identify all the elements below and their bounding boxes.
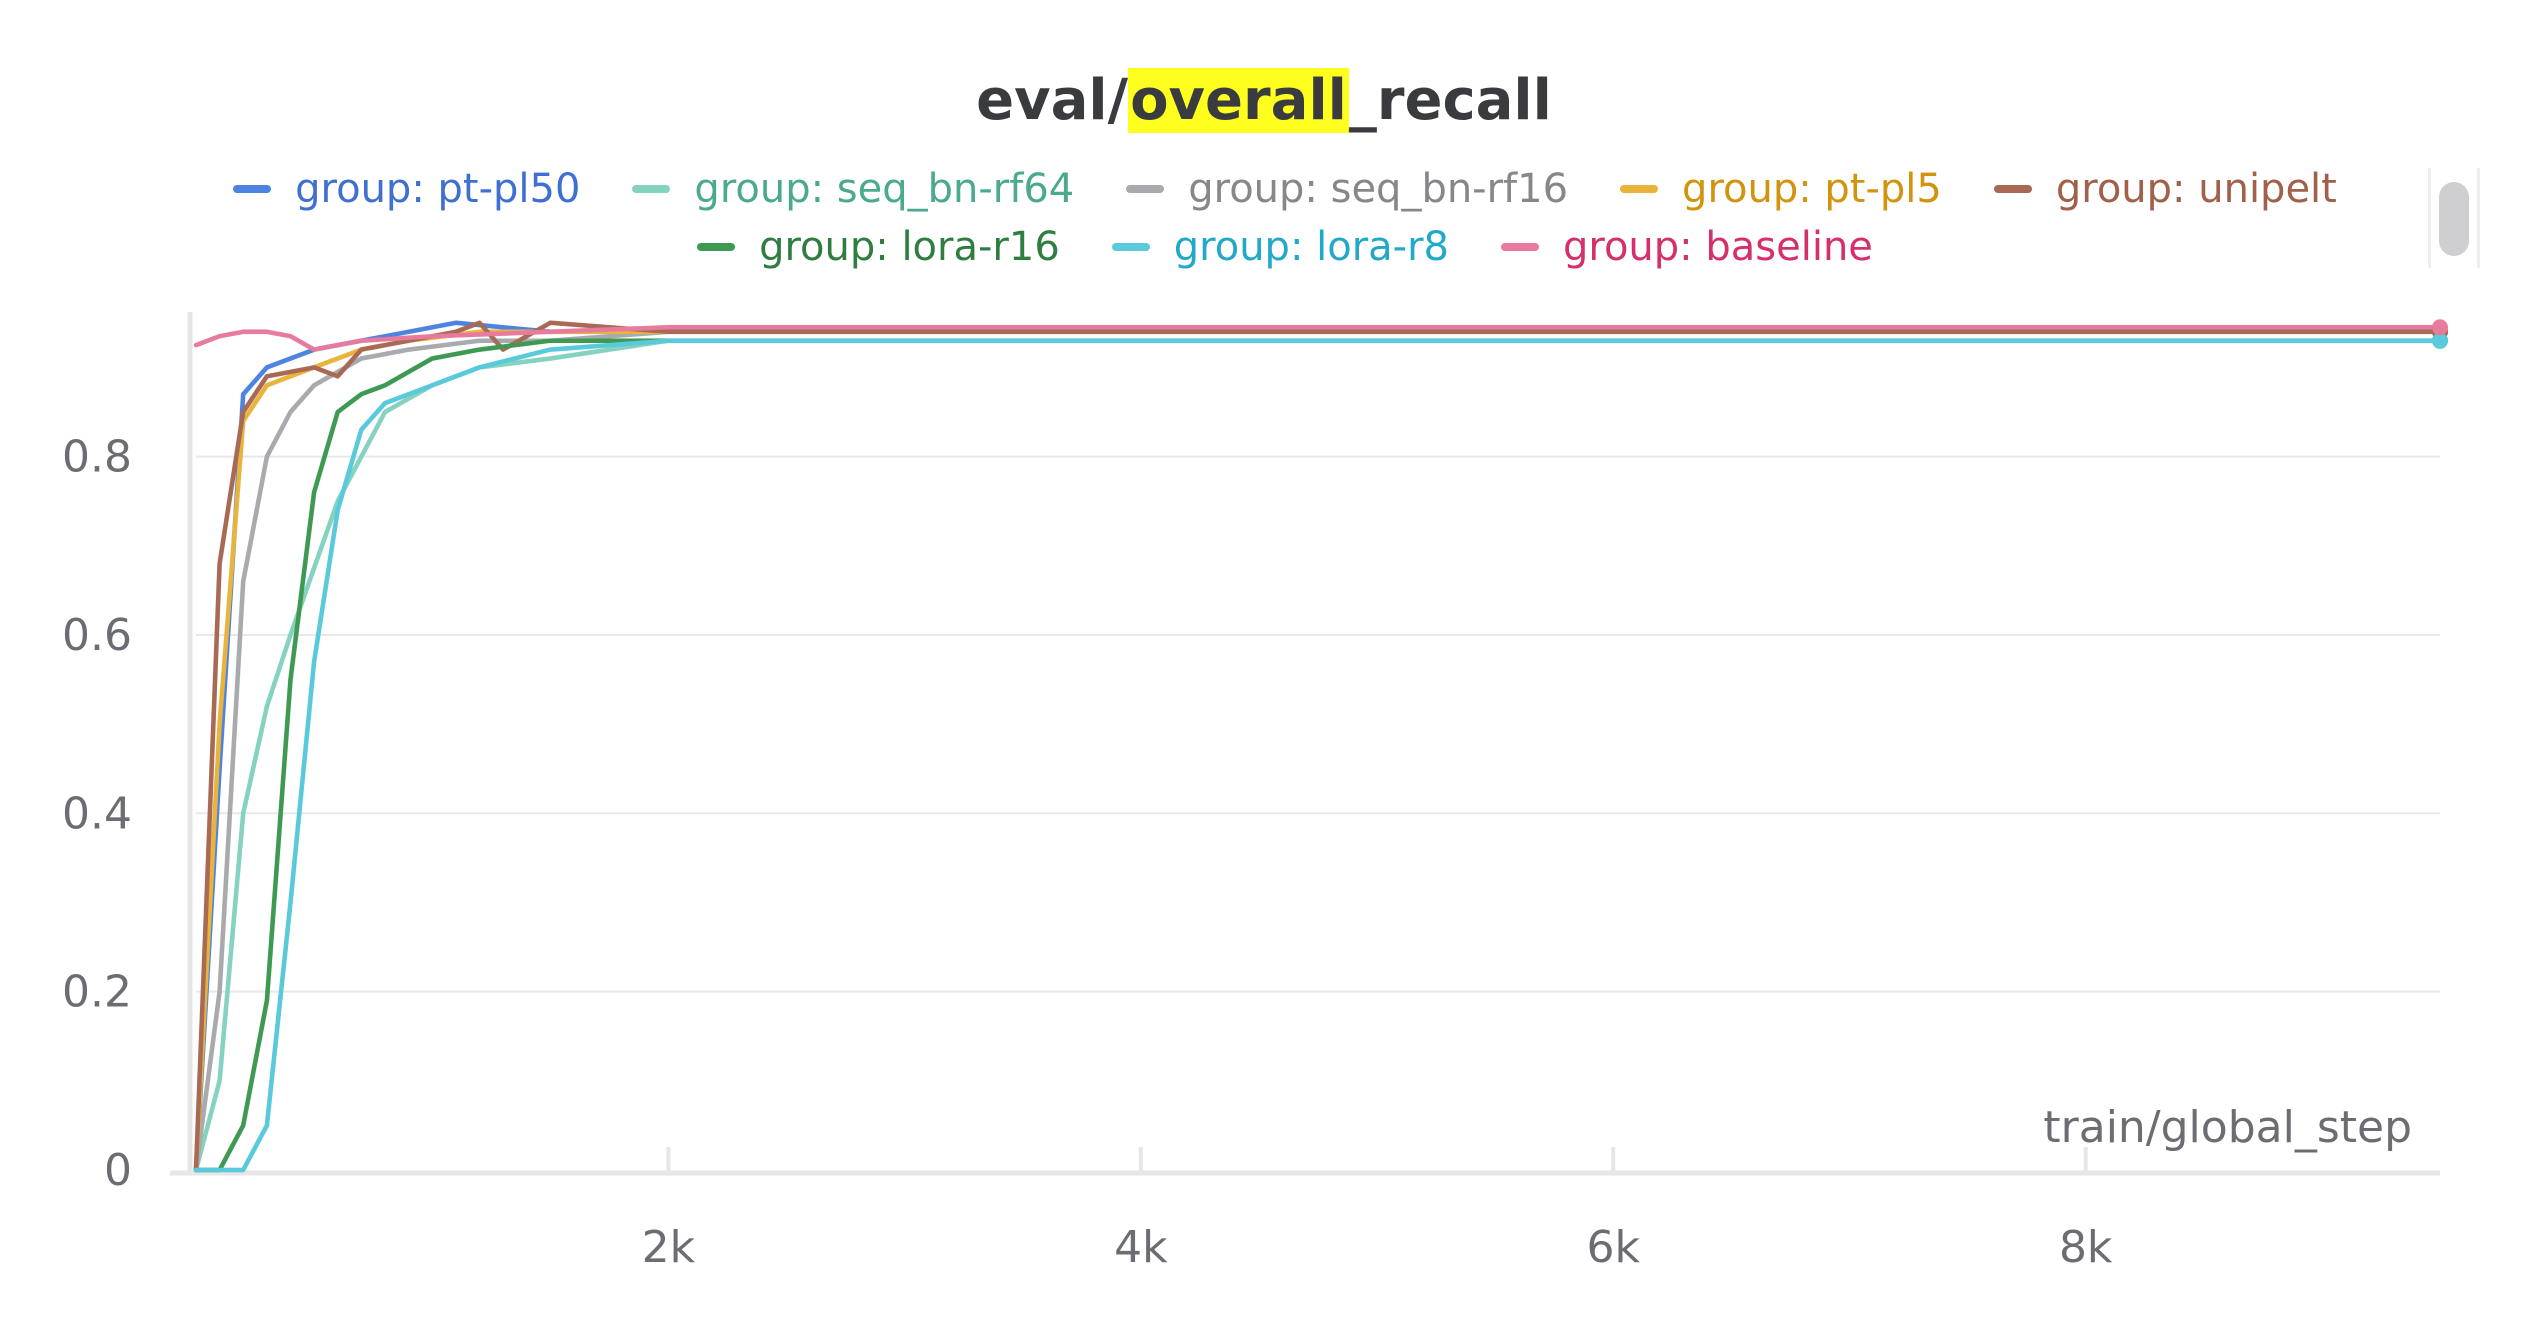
legend-scrollbar[interactable] <box>2428 168 2480 268</box>
chart-title-highlight: overall <box>1128 68 1349 133</box>
legend-row: group: lora-r16 group: lora-r8 group: base… <box>170 218 2400 276</box>
series-line-1[interactable] <box>193 338 2443 1173</box>
y-tick-label: 0.8 <box>62 432 132 483</box>
legend-swatch <box>1620 185 1659 193</box>
legend-label: group: pt-pl5 <box>1682 166 1942 212</box>
series-line-5[interactable] <box>193 338 2443 1173</box>
x-tick-label: 4k <box>1114 1222 1168 1273</box>
x-tick-label: 8k <box>2059 1222 2113 1273</box>
series-band <box>196 338 2440 1173</box>
series-line-7[interactable] <box>193 325 2443 352</box>
series-band <box>193 320 2440 1171</box>
legend-swatch <box>1501 243 1539 251</box>
legend-item[interactable]: group: unipelt <box>1993 166 2337 212</box>
axis-labels: 0 0.2 0.4 0.6 0.8 2k 4k 6k 8k train/global_step <box>62 432 2412 1273</box>
legend-swatch <box>697 243 736 251</box>
series-line-0[interactable] <box>193 320 2443 1173</box>
series-end-point[interactable] <box>2432 332 2448 349</box>
legend-label: group: baseline <box>1563 224 1873 270</box>
legend-item[interactable]: group: baseline <box>1501 224 1873 270</box>
axes <box>170 312 2440 1176</box>
legend-item[interactable]: group: seq_bn-rf16 <box>1126 166 1568 212</box>
legend-label: group: lora-r16 <box>759 224 1060 270</box>
legend-label: group: pt-pl50 <box>295 166 581 212</box>
legend-label: group: seq_bn-rf16 <box>1188 166 1569 212</box>
y-tick-label: 0.2 <box>62 967 132 1018</box>
series-line-6[interactable] <box>193 338 2443 1173</box>
legend-item[interactable]: group: lora-r8 <box>1111 224 1449 270</box>
chart-title-suffix: _recall <box>1348 68 1552 133</box>
series-band <box>193 320 2440 1171</box>
legend-item[interactable]: group: lora-r16 <box>697 224 1060 270</box>
gridlines <box>196 455 2440 993</box>
chart-title: eval/overall_recall <box>0 68 2528 133</box>
legend-row: group: pt-pl50 group: seq_bn-rf64 group: s… <box>170 160 2400 218</box>
series-end-point[interactable] <box>2432 319 2448 336</box>
legend-swatch <box>632 185 671 193</box>
legend-item[interactable]: group: pt-pl5 <box>1620 166 1942 212</box>
x-tick-label: 6k <box>1587 1222 1641 1273</box>
legend: group: pt-pl50 group: seq_bn-rf64 group: s… <box>170 160 2400 276</box>
series-lines <box>193 319 2448 1173</box>
series-line-4[interactable] <box>193 320 2443 1173</box>
legend-swatch <box>1126 185 1165 193</box>
x-axis-label: train/global_step <box>2043 1102 2412 1153</box>
legend-item[interactable]: group: seq_bn-rf64 <box>632 166 1074 212</box>
legend-label: group: unipelt <box>2055 166 2337 212</box>
chart-title-prefix: eval/ <box>976 68 1129 133</box>
x-tick-label: 2k <box>642 1222 696 1273</box>
legend-item[interactable]: group: pt-pl50 <box>233 166 580 212</box>
y-tick-label: 0 <box>104 1145 132 1196</box>
legend-label: group: seq_bn-rf64 <box>694 166 1075 212</box>
legend-label: group: lora-r8 <box>1173 224 1449 270</box>
series-band <box>193 338 2440 1171</box>
series-band <box>196 338 2440 1173</box>
legend-swatch <box>1111 243 1150 251</box>
legend-swatch <box>1993 185 2032 193</box>
y-tick-label: 0.4 <box>62 788 132 839</box>
legend-scroll-thumb[interactable] <box>2439 182 2469 256</box>
legend-swatch <box>233 185 272 193</box>
y-tick-label: 0.6 <box>62 610 132 661</box>
